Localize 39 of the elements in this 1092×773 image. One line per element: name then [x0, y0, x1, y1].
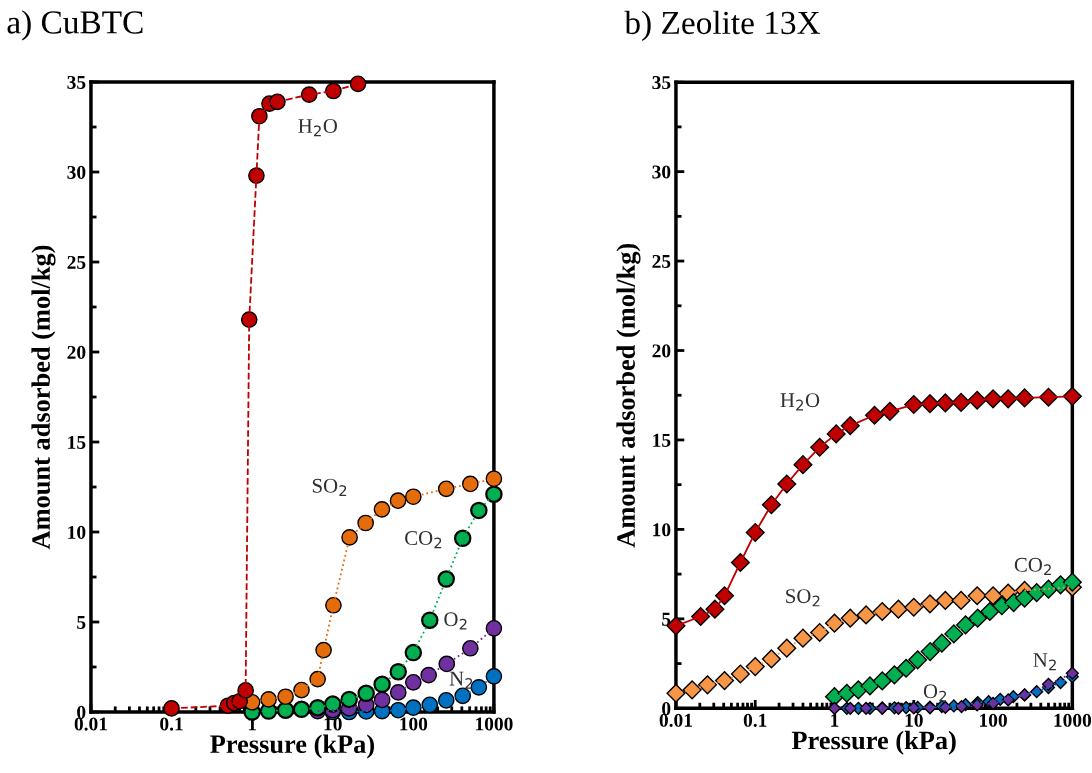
x-tick-label: 0.1 — [743, 713, 767, 727]
series-label: H$_{2}$O — [298, 119, 337, 137]
series-label: O$_{2}$ — [444, 612, 467, 630]
series-label: H$_{2}$O — [780, 393, 820, 411]
series-label: CO$_{2}$ — [405, 531, 442, 549]
chart-title: b) Zeolite 13X — [624, 10, 821, 41]
y-tick-label: 25 — [67, 255, 86, 269]
y-tick-label: 35 — [67, 75, 86, 89]
chart-title: a) CuBTC — [7, 10, 143, 41]
series-label: N$_{2}$ — [1033, 653, 1056, 671]
series-label: N$_{2}$ — [449, 671, 473, 689]
y-tick-label: 30 — [652, 165, 671, 179]
x-tick-label: 100 — [400, 717, 428, 731]
x-tick-label: 1 — [831, 713, 839, 727]
x-tick-label: 1000 — [1054, 713, 1092, 727]
x-tick-label: 0.01 — [74, 717, 107, 731]
x-tick-label: 1000 — [476, 717, 513, 731]
x-axis-title: Pressure (kPa) — [210, 734, 374, 759]
y-tick-label: 30 — [67, 165, 86, 179]
x-tick-label: 100 — [980, 713, 1007, 727]
y-tick-label: 15 — [653, 433, 671, 447]
y-tick-label: 5 — [77, 616, 86, 629]
y-tick-label: 25 — [652, 254, 671, 268]
y-tick-label: 15 — [68, 435, 86, 449]
y-tick-label: 10 — [653, 523, 671, 537]
series-label: SO$_{2}$ — [786, 589, 820, 607]
y-tick-label: 20 — [652, 344, 671, 358]
series-label: SO$_{2}$ — [312, 478, 347, 496]
x-tick-label: 0.1 — [160, 717, 183, 731]
x-tick-label: 10 — [905, 713, 923, 727]
series-label: O$_{2}$ — [923, 684, 947, 702]
y-tick-label: 35 — [652, 76, 671, 90]
y-tick-label: 10 — [68, 525, 86, 539]
y-axis-title: Amount adsorbed (mol/kg) — [31, 245, 56, 550]
y-tick-label: 0 — [77, 705, 86, 719]
x-axis-title: Pressure (kPa) — [791, 730, 956, 755]
series-label: CO$_{2}$ — [1014, 557, 1051, 576]
y-tick-label: 20 — [67, 345, 86, 359]
y-axis-title: Amount adsorbed (mol/kg) — [616, 243, 641, 548]
